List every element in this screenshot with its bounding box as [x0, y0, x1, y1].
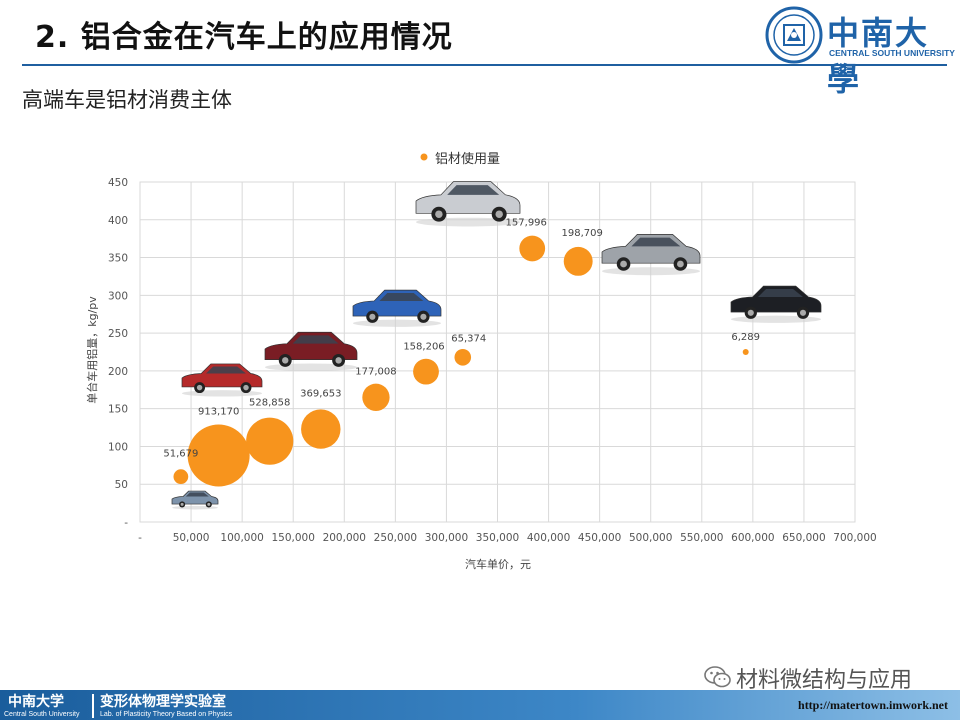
data-bubble: [563, 246, 593, 276]
x-tick-label: 650,000: [782, 532, 825, 544]
x-tick-label: 700,000: [833, 532, 876, 544]
bubble-chart: 51,679 913,170 528,858 369,653 177,008 158,20…: [85, 151, 877, 571]
x-tick-label: 150,000: [272, 532, 315, 544]
logo-cn: 中南大學: [827, 14, 930, 98]
x-tick-label: 450,000: [578, 532, 621, 544]
data-label: 51,679: [163, 449, 198, 460]
data-label: 913,170: [198, 407, 239, 418]
y-axis-label: 单台车用铝量，kg/pv: [85, 296, 99, 404]
car-icon: [601, 234, 701, 276]
legend-marker: [420, 153, 428, 161]
data-bubble: [742, 349, 749, 355]
footer-url[interactable]: http://matertown.imwork.net: [798, 698, 948, 712]
footer-lab-en: Lab. of Plasticity Theory Based on Physi…: [100, 711, 233, 718]
car-icon: [181, 363, 263, 397]
data-label: 198,709: [562, 228, 603, 239]
chart-data-labels: 51,679 913,170 528,858 369,653 177,008 158,20…: [163, 217, 760, 459]
x-tick-label: 400,000: [527, 532, 570, 544]
data-bubble: [362, 383, 390, 411]
data-label: 157,996: [506, 217, 547, 228]
data-bubble: [454, 348, 472, 366]
watermark-text: 材料微结构与应用: [736, 668, 913, 693]
car-icon: [264, 331, 358, 372]
footer-university: 中南大学: [8, 694, 64, 710]
data-bubble: [413, 358, 439, 385]
x-axis-label: 汽车单价，元: [465, 557, 531, 571]
x-tick-label: 50,000: [173, 532, 210, 544]
y-tick-label: 450: [108, 177, 128, 189]
y-tick-label: 150: [108, 404, 128, 416]
footer-lab: 变形体物理学实验室: [100, 694, 226, 710]
data-bubble: [519, 235, 546, 262]
data-bubble: [187, 424, 250, 487]
data-label: 65,374: [451, 333, 486, 344]
x-tick-label: 100,000: [220, 532, 263, 544]
wechat-icon: [704, 666, 731, 688]
x-tick-label: -: [138, 532, 142, 544]
data-label: 528,858: [249, 398, 290, 409]
data-bubble: [173, 469, 189, 485]
data-label: 158,206: [403, 342, 444, 353]
data-label: 6,289: [731, 332, 760, 343]
chart-legend: 铝材使用量: [420, 151, 500, 167]
x-tick-label: 250,000: [374, 532, 417, 544]
y-tick-label: 300: [108, 290, 128, 302]
car-icon: [415, 181, 521, 227]
y-tick-label: 250: [108, 328, 128, 340]
x-tick-label: 350,000: [476, 532, 519, 544]
legend-label: 铝材使用量: [435, 151, 500, 167]
car-icon: [171, 490, 219, 510]
car-images: [171, 181, 822, 510]
y-tick-label: 350: [108, 253, 128, 265]
x-tick-label: 550,000: [680, 532, 723, 544]
logo-en: CENTRAL SOUTH UNIVERSITY: [829, 48, 955, 58]
data-label: 369,653: [300, 388, 341, 399]
title-divider: [22, 64, 947, 66]
y-tick-label: 400: [108, 215, 128, 227]
y-tick-label: 50: [115, 479, 128, 491]
data-label: 177,008: [355, 366, 396, 377]
footer-bar: 中南大学 Central South University 变形体物理学实验室 …: [0, 690, 960, 720]
x-tick-label: 600,000: [731, 532, 774, 544]
footer-university-en: Central South University: [4, 711, 80, 718]
page-title: 2. 铝合金在汽车上的应用情况: [35, 20, 453, 55]
university-seal-icon: [765, 6, 823, 64]
car-icon: [730, 285, 822, 323]
data-bubble: [246, 417, 294, 465]
chart-bubbles: [173, 235, 749, 487]
x-tick-label: 300,000: [425, 532, 468, 544]
data-bubble: [301, 409, 341, 449]
footer-separator: [92, 694, 94, 718]
car-icon: [352, 289, 442, 327]
x-tick-label: 200,000: [323, 532, 366, 544]
university-logo: 中南大學 CENTRAL SOUTH UNIVERSITY: [765, 6, 955, 98]
x-tick-label: 500,000: [629, 532, 672, 544]
y-tick-label: -: [124, 517, 128, 529]
chart-ticks: - 50,000 100,000 150,000 200,000 250,000 300,0…: [108, 177, 877, 544]
y-tick-label: 200: [108, 366, 128, 378]
slide-subtitle: 高端车是铝材消费主体: [22, 88, 232, 112]
y-tick-label: 100: [108, 441, 128, 453]
